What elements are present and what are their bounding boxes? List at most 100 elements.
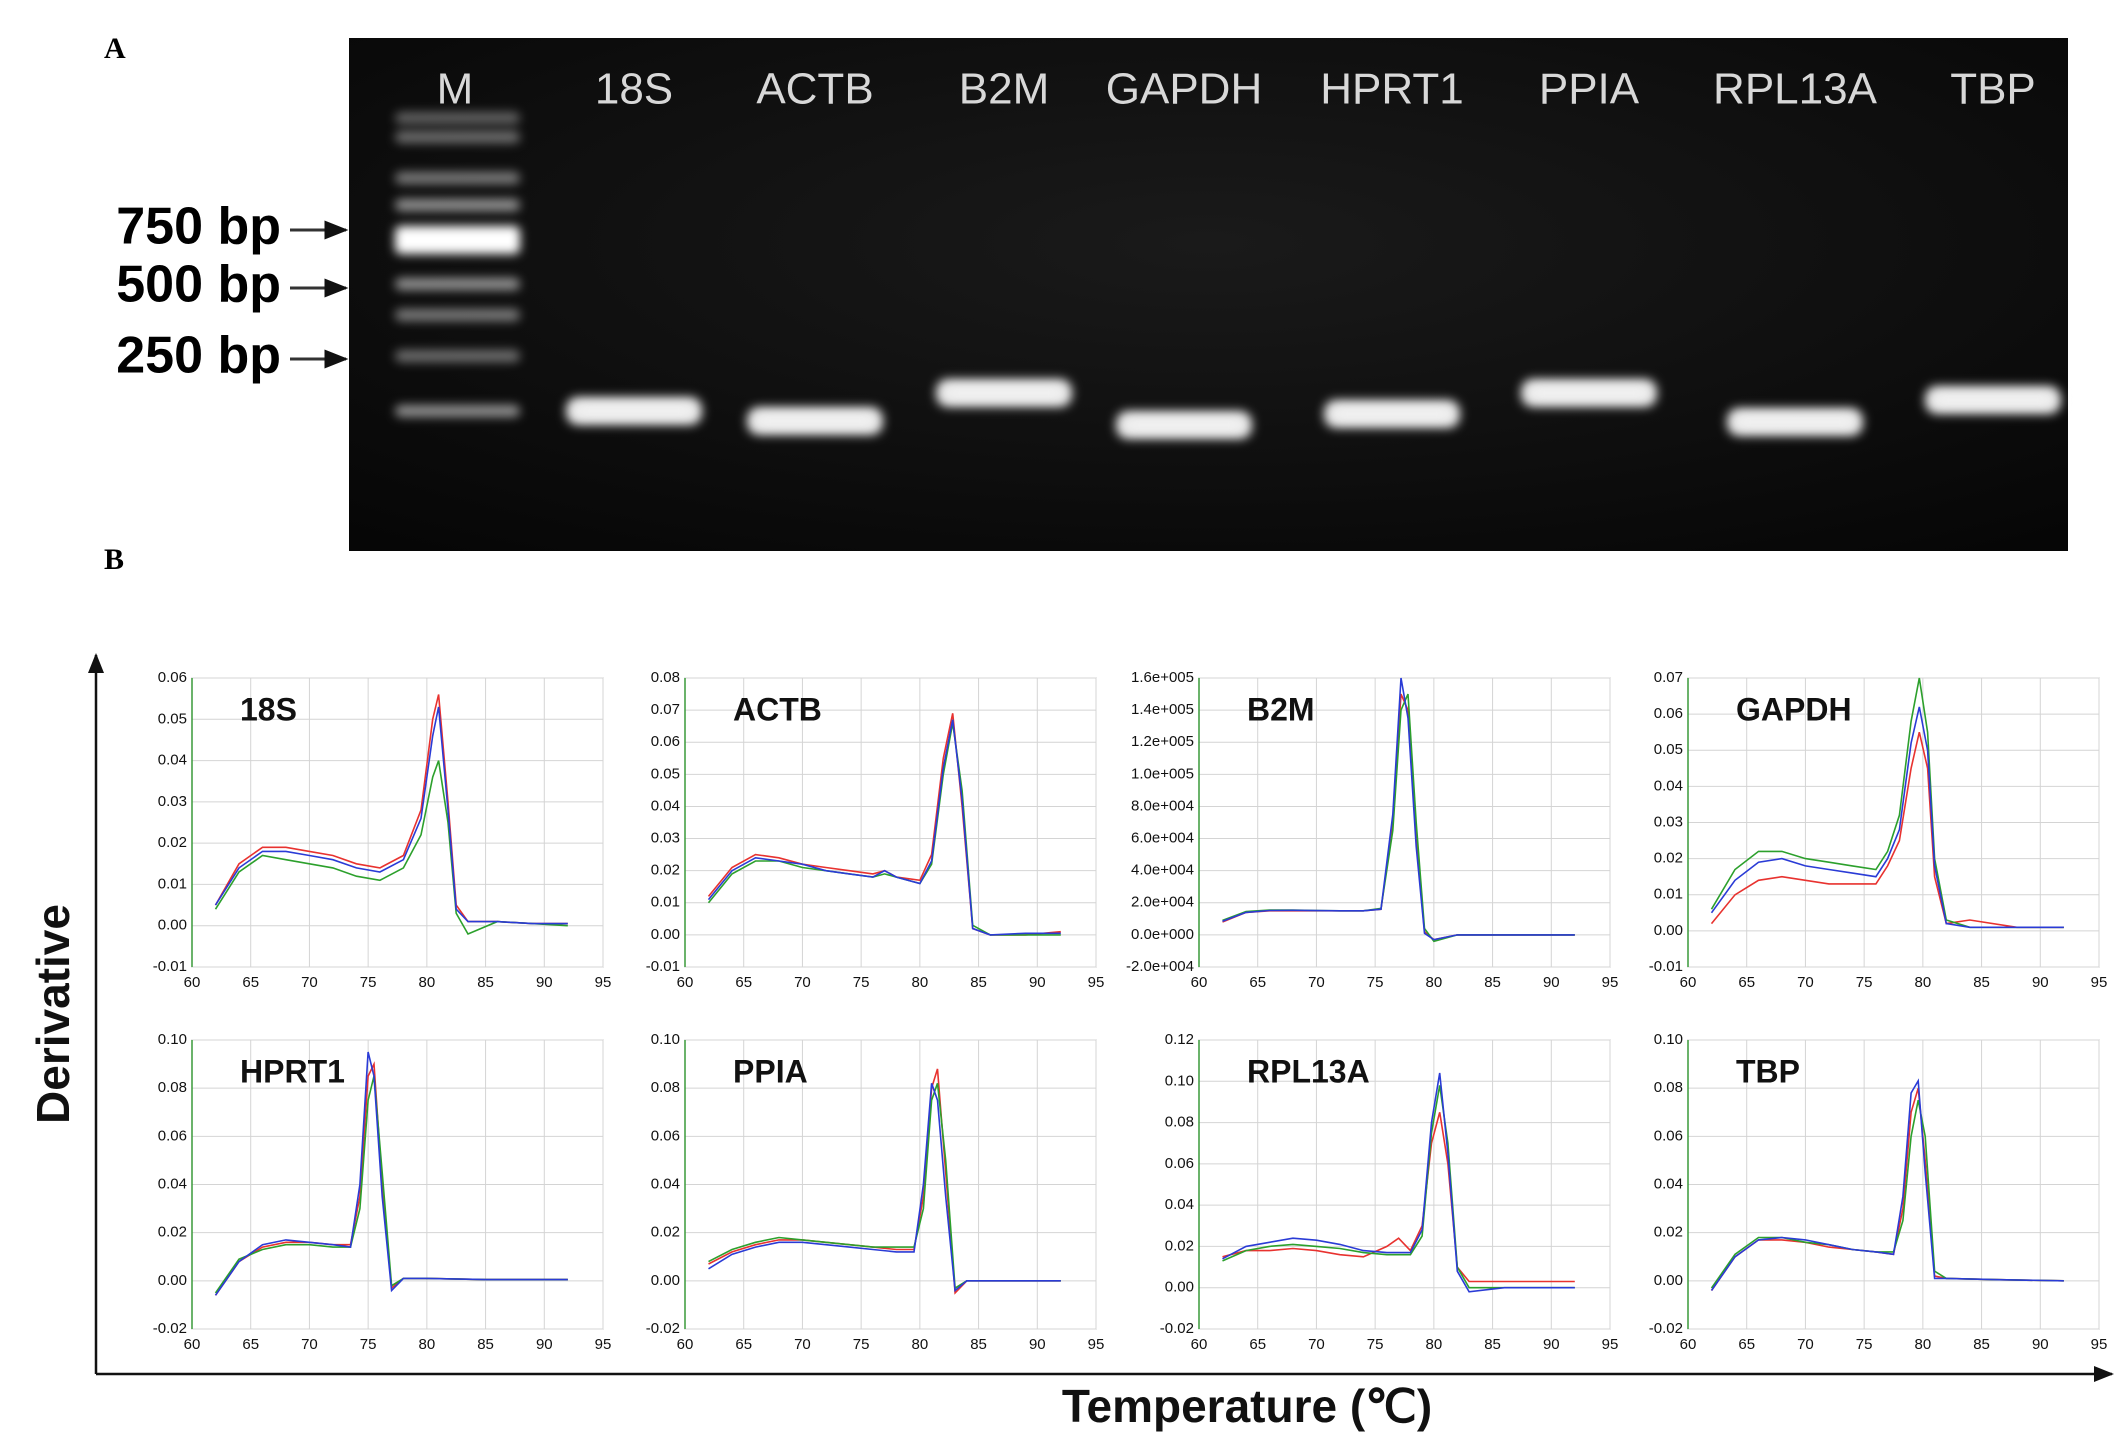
band-core — [1531, 386, 1647, 400]
band-core — [1126, 418, 1242, 432]
panel-label: A — [104, 32, 126, 65]
y-tick-label: 0.06 — [1165, 1155, 1194, 1172]
y-tick-label: 0.04 — [158, 752, 187, 769]
y-tick-label: -0.02 — [1160, 1320, 1194, 1337]
marker-label: 250 bp — [116, 327, 281, 385]
x-tick-label: 80 — [912, 974, 929, 991]
y-tick-label: 0.02 — [158, 834, 187, 851]
gel-image — [349, 38, 2068, 551]
x-tick-label: 65 — [1249, 1336, 1266, 1353]
x-tick-label: 80 — [1426, 974, 1443, 991]
x-tick-label: 65 — [1249, 974, 1266, 991]
y-tick-label: -0.01 — [646, 958, 680, 975]
y-tick-label: -0.01 — [1649, 958, 1683, 975]
x-tick-label: 90 — [2032, 1336, 2049, 1353]
x-tick-label: 60 — [1191, 1336, 1208, 1353]
lane-label: 18S — [595, 65, 673, 114]
band-core — [1334, 407, 1450, 421]
lane-label: B2M — [959, 65, 1049, 114]
x-tick-label: 85 — [1973, 974, 1990, 991]
chart-title: GAPDH — [1736, 691, 1852, 727]
y-tick-label: 0.08 — [158, 1079, 187, 1096]
y-tick-label: 0.05 — [158, 710, 187, 727]
y-tick-label: 0.08 — [651, 1079, 680, 1096]
y-tick-label: 0.00 — [158, 917, 187, 934]
ladder-band — [395, 199, 520, 211]
lane-label: RPL13A — [1713, 65, 1878, 114]
x-tick-label: 95 — [1088, 974, 1105, 991]
y-tick-label: 0.05 — [1654, 741, 1683, 758]
y-tick-label: 0.10 — [1165, 1072, 1194, 1089]
x-tick-label: 70 — [1308, 974, 1325, 991]
x-tick-label: 60 — [1191, 974, 1208, 991]
y-tick-label: 0.02 — [158, 1224, 187, 1241]
y-tick-label: 0.00 — [1654, 922, 1683, 939]
ladder-band — [395, 226, 520, 254]
melt-curve — [214, 1051, 568, 1296]
x-tick-label: 70 — [301, 1336, 318, 1353]
plot-area — [191, 677, 604, 968]
melt-curve — [707, 719, 1061, 936]
melt-curve — [1710, 1078, 2064, 1291]
lane-label: M — [437, 65, 474, 114]
y-tick-label: 0.04 — [651, 1175, 680, 1192]
chart-title: TBP — [1736, 1053, 1800, 1089]
x-tick-label: 85 — [477, 974, 494, 991]
x-tick-label: 75 — [853, 1336, 870, 1353]
x-tick-label: 65 — [242, 974, 259, 991]
melt-curve — [1222, 677, 1575, 941]
y-tick-label: 4.0e+004 — [1131, 862, 1194, 879]
x-tick-label: 90 — [536, 1336, 553, 1353]
y-tick-label: 0.08 — [651, 669, 680, 686]
x-tick-label: 70 — [1308, 1336, 1325, 1353]
y-tick-label: 0.01 — [1654, 886, 1683, 903]
x-tick-label: 80 — [912, 1336, 929, 1353]
x-tick-label: 90 — [1543, 1336, 1560, 1353]
x-tick-label: 95 — [1088, 1336, 1105, 1353]
x-tick-label: 85 — [1973, 1336, 1990, 1353]
x-tick-label: 80 — [1915, 1336, 1932, 1353]
x-tick-label: 90 — [1029, 1336, 1046, 1353]
melt-curve — [1710, 732, 2064, 929]
lane-label: HPRT1 — [1320, 65, 1463, 114]
y-tick-label: 0.03 — [158, 793, 187, 810]
melt-curve — [1222, 1085, 1575, 1289]
y-tick-label: 0.07 — [651, 701, 680, 718]
x-tick-label: 80 — [419, 1336, 436, 1353]
x-tick-label: 60 — [677, 1336, 694, 1353]
x-tick-label: 75 — [1856, 1336, 1873, 1353]
y-tick-label: 2.0e+004 — [1131, 894, 1194, 911]
y-tick-label: 1.2e+005 — [1131, 733, 1194, 750]
y-tick-label: -2.0e+004 — [1126, 958, 1194, 975]
gel-bands: M 18S ACTB B2M GAPDH HPRT1 PPIA RPL13A TBP — [395, 65, 2061, 439]
y-tick-label: 0.03 — [651, 830, 680, 847]
x-tick-label: 65 — [735, 1336, 752, 1353]
band-core — [946, 386, 1062, 400]
ladder-band — [395, 350, 520, 362]
x-tick-label: 85 — [1484, 974, 1501, 991]
y-tick-label: 0.08 — [1165, 1114, 1194, 1131]
ladder-band — [395, 172, 520, 184]
melt-curve — [1710, 677, 2064, 929]
band-core — [757, 414, 873, 428]
x-tick-label: 85 — [1484, 1336, 1501, 1353]
ladder-band — [395, 112, 520, 124]
chart-title: PPIA — [733, 1053, 808, 1089]
x-tick-label: 95 — [595, 1336, 612, 1353]
y-tick-label: 0.05 — [651, 765, 680, 782]
y-tick-label: 0.04 — [1165, 1196, 1194, 1213]
melt-curve — [214, 760, 568, 936]
y-axis-label: Derivative — [27, 904, 79, 1124]
x-tick-label: 60 — [184, 1336, 201, 1353]
y-tick-label: -0.01 — [153, 958, 187, 975]
x-tick-label: 70 — [794, 1336, 811, 1353]
y-tick-label: 0.00 — [651, 1272, 680, 1289]
y-tick-label: 0.06 — [1654, 705, 1683, 722]
x-tick-label: 85 — [970, 1336, 987, 1353]
x-tick-label: 65 — [735, 974, 752, 991]
y-tick-label: 0.06 — [158, 1127, 187, 1144]
y-tick-label: 0.00 — [1654, 1272, 1683, 1289]
x-tick-label: 65 — [1738, 1336, 1755, 1353]
melt-curve — [1710, 706, 2064, 929]
